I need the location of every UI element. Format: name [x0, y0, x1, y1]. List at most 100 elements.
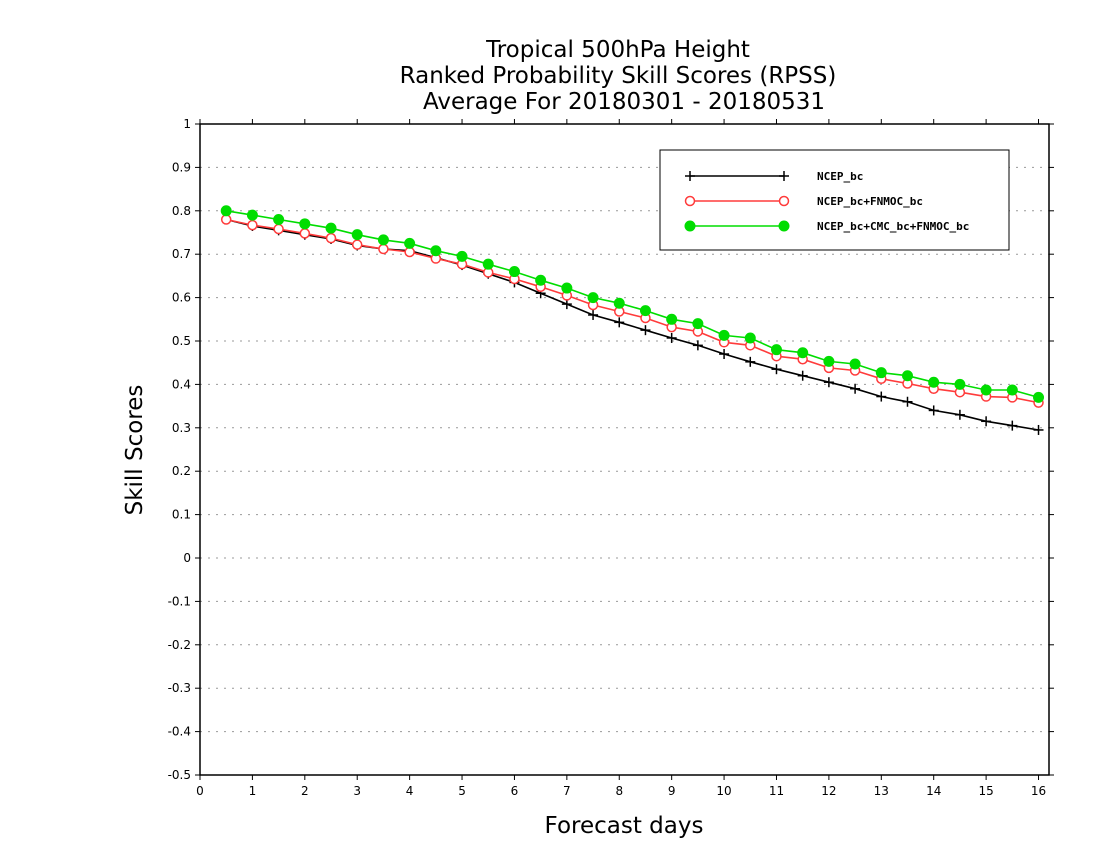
plot-frame — [199, 123, 1050, 776]
marker-filled-circle — [954, 378, 966, 390]
x-tick-label: 13 — [874, 784, 889, 798]
marker-plus — [666, 332, 677, 343]
series-2 — [220, 205, 1045, 403]
marker-filled-circle — [404, 237, 416, 249]
marker-filled-circle — [692, 318, 704, 330]
marker-open-circle — [247, 219, 258, 231]
marker-plus — [685, 171, 695, 181]
y-tick-label: 0.2 — [172, 464, 191, 478]
y-tick-label: 0.9 — [172, 160, 191, 174]
marker-plus — [561, 299, 572, 310]
marker-filled-circle — [613, 297, 625, 309]
x-tick-label: 6 — [511, 784, 519, 798]
marker-plus — [692, 340, 703, 351]
marker-open-circle — [778, 195, 790, 207]
marker-plus — [719, 349, 730, 360]
marker-open-circle — [684, 195, 696, 207]
marker-filled-circle — [928, 376, 940, 388]
legend-item: NCEP_bc+FNMOC_bc — [684, 195, 923, 208]
y-tick-label: 0.3 — [172, 421, 191, 435]
marker-filled-circle — [778, 220, 790, 232]
marker-plus — [850, 383, 861, 394]
marker-filled-circle — [351, 229, 363, 241]
x-tick-label: 10 — [716, 784, 731, 798]
marker-filled-circle — [299, 218, 311, 230]
marker-filled-circle — [1033, 391, 1045, 403]
series-layer — [220, 205, 1045, 435]
x-axis: 0 1 2 3 4 5 6 7 8 9 10 11 12 13 14 15 16 — [196, 119, 1046, 798]
marker-filled-circle — [849, 358, 861, 370]
x-tick-label: 4 — [406, 784, 414, 798]
x-axis-label: Forecast days — [545, 813, 704, 839]
marker-filled-circle — [482, 258, 494, 270]
marker-filled-circle — [273, 213, 285, 225]
y-tick-label: 0.6 — [172, 291, 191, 305]
y-tick-label: 0.8 — [172, 204, 191, 218]
marker-filled-circle — [980, 384, 992, 396]
marker-plus — [771, 364, 782, 375]
marker-plus — [745, 356, 756, 367]
marker-filled-circle — [430, 245, 442, 257]
marker-plus — [1007, 420, 1018, 431]
x-tick-label: 1 — [249, 784, 257, 798]
marker-plus — [779, 171, 789, 181]
marker-plus — [614, 317, 625, 328]
x-tick-label: 9 — [668, 784, 676, 798]
y-tick-label: 0.5 — [172, 334, 191, 348]
marker-plus — [876, 391, 887, 402]
y-axis: -0.5 -0.4 -0.3 -0.2 -0.1 0 0.1 0.2 0.3 0.4 0.5 0.6 0… — [168, 117, 1054, 782]
legend-item: NCEP_bc — [685, 170, 863, 183]
marker-filled-circle — [744, 332, 756, 344]
marker-plus — [823, 377, 834, 388]
chart-title: Tropical 500hPa Height Ranked Probabilit… — [400, 37, 837, 115]
x-tick-label: 2 — [301, 784, 309, 798]
marker-open-circle — [325, 232, 337, 244]
marker-plus — [928, 405, 939, 416]
marker-plus — [981, 416, 992, 427]
legend-label: NCEP_bc+CMC_bc+FNMOC_bc — [817, 220, 969, 233]
y-tick-label: 1 — [183, 117, 191, 131]
marker-open-circle — [299, 228, 311, 239]
y-tick-label: -0.3 — [168, 681, 191, 695]
marker-plus — [640, 325, 651, 336]
y-tick-label: -0.2 — [168, 638, 191, 652]
marker-open-circle — [273, 223, 284, 235]
title-line-1: Tropical 500hPa Height — [485, 37, 750, 63]
y-tick-label: 0.4 — [172, 377, 191, 391]
marker-filled-circle — [684, 220, 696, 232]
x-tick-label: 7 — [563, 784, 571, 798]
marker-open-circle — [220, 214, 232, 225]
marker-filled-circle — [587, 292, 599, 304]
y-tick-label: -0.4 — [168, 725, 191, 739]
marker-filled-circle — [770, 344, 782, 356]
marker-plus — [1033, 424, 1044, 435]
x-tick-label: 15 — [978, 784, 993, 798]
marker-plus — [902, 396, 913, 407]
x-tick-label: 14 — [926, 784, 941, 798]
marker-filled-circle — [456, 250, 468, 262]
x-tick-label: 8 — [615, 784, 623, 798]
y-tick-label: -0.1 — [168, 594, 191, 608]
y-tick-label: 0.7 — [172, 247, 191, 261]
marker-filled-circle — [718, 329, 730, 341]
x-tick-label: 3 — [353, 784, 361, 798]
x-tick-label: 5 — [458, 784, 466, 798]
marker-open-circle — [378, 243, 389, 255]
marker-open-circle — [404, 246, 415, 258]
y-tick-label: 0 — [183, 551, 191, 565]
series-line — [226, 218, 1039, 431]
marker-filled-circle — [797, 347, 809, 359]
marker-filled-circle — [1006, 384, 1018, 396]
legend-label: NCEP_bc — [817, 170, 863, 183]
legend: NCEP_bc NCEP_bc+FNMOC_bc NCEP_bc+CMC_bc+FN… — [659, 149, 1010, 251]
marker-filled-circle — [508, 266, 520, 278]
x-tick-label: 16 — [1031, 784, 1046, 798]
marker-filled-circle — [902, 370, 913, 382]
marker-open-circle — [351, 239, 363, 250]
marker-filled-circle — [639, 305, 651, 317]
legend-box — [659, 149, 1010, 251]
x-tick-label: 11 — [769, 784, 784, 798]
marker-filled-circle — [377, 234, 389, 246]
marker-plus — [797, 370, 808, 381]
